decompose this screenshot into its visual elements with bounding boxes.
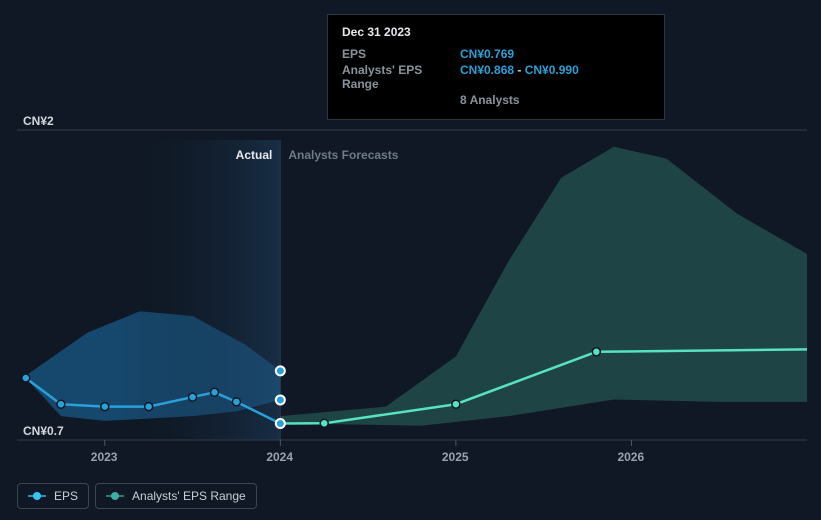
y-axis-label: CN¥0.7 — [23, 424, 64, 438]
x-axis-label: 2024 — [266, 450, 293, 464]
section-label-forecast: Analysts Forecasts — [288, 148, 398, 162]
tooltip-range-sep: - — [514, 63, 525, 77]
legend-item-range[interactable]: Analysts' EPS Range — [95, 483, 257, 509]
legend-item-eps[interactable]: EPS — [17, 483, 89, 509]
tooltip-range-high: CN¥0.990 — [525, 63, 579, 77]
legend-swatch-range — [106, 491, 124, 501]
tooltip: Dec 31 2023 EPS CN¥0.769 Analysts' EPS R… — [327, 14, 665, 120]
legend-label: Analysts' EPS Range — [132, 489, 246, 503]
legend-label: EPS — [54, 489, 78, 503]
section-label-actual: Actual — [236, 148, 273, 162]
tooltip-row-range: Analysts' EPS Range CN¥0.868 - CN¥0.990 — [342, 61, 650, 91]
tooltip-value-eps: CN¥0.769 — [460, 47, 514, 61]
legend-swatch-eps — [28, 491, 46, 501]
x-axis-label: 2025 — [442, 450, 469, 464]
tooltip-analyst-count: 8 Analysts — [460, 91, 650, 107]
tooltip-row-eps: EPS CN¥0.769 — [342, 45, 650, 61]
tooltip-key: EPS — [342, 47, 460, 61]
x-axis-label: 2026 — [617, 450, 644, 464]
tooltip-range-low: CN¥0.868 — [460, 63, 514, 77]
tooltip-date: Dec 31 2023 — [342, 25, 650, 45]
legend: EPS Analysts' EPS Range — [17, 483, 257, 509]
tooltip-value-range: CN¥0.868 - CN¥0.990 — [460, 63, 579, 91]
tooltip-key: Analysts' EPS Range — [342, 63, 460, 91]
x-axis-label: 2023 — [91, 450, 118, 464]
y-axis-label: CN¥2 — [23, 114, 54, 128]
